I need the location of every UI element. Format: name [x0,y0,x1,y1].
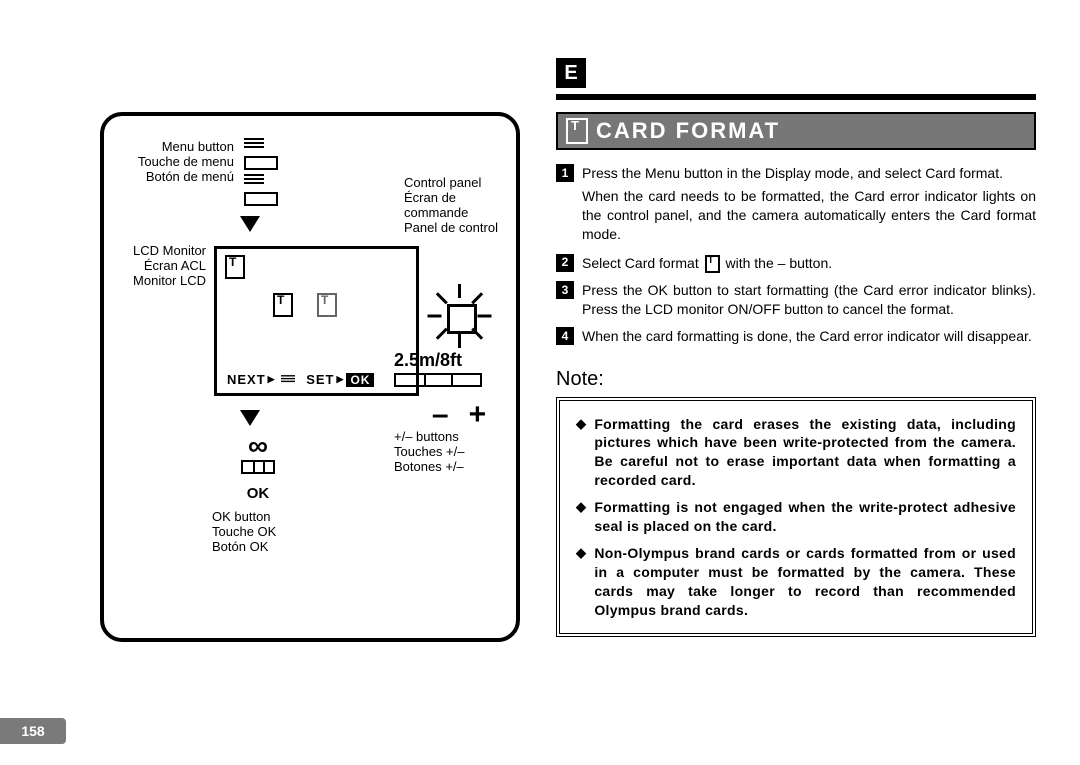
step-text: Select Card format with the – button. [582,254,832,273]
bullet-diamond-icon: ◆ [576,498,586,536]
card-icon [273,293,293,317]
step-text: Press the OK button to start formatting … [582,281,1036,319]
step-number: 1 [556,164,574,182]
distance-readout: 2.5m/8ft [394,350,524,371]
step-text: Press the Menu button in the Display mod… [582,164,1003,183]
right-column: E CARD FORMAT 1 Press the Menu button in … [556,58,1036,637]
ok-group: ∞ OK [228,432,288,502]
button-icon [244,156,278,170]
card-icon [705,255,720,273]
step: 1 Press the Menu button in the Display mo… [556,164,1036,183]
segment-icon [394,373,482,387]
bullet-diamond-icon: ◆ [576,544,586,620]
ok-big-label: OK [228,485,288,502]
step: 4 When the card formatting is done, the C… [556,327,1036,346]
section-title-bar: CARD FORMAT [556,112,1036,150]
button-icon [241,460,275,474]
card-icon [225,255,245,279]
arrow-down-icon [240,410,260,426]
rule [556,94,1036,100]
step-number: 2 [556,254,574,272]
step-number: 3 [556,281,574,299]
step-number: 4 [556,327,574,345]
control-panel-label: Control panel Écran de commande Panel de… [404,176,516,236]
note-item: ◆Formatting the card erases the existing… [576,415,1016,491]
menu-icon [244,138,264,152]
menu-icon-row [244,138,264,152]
note-box: ◆Formatting the card erases the existing… [556,397,1036,638]
steps-list: 1 Press the Menu button in the Display mo… [556,164,1036,346]
ok-chip: OK [346,373,374,387]
manual-page: 158 Menu button Touche de menu Botón de … [0,0,1080,765]
step-sub: When the card needs to be formatted, the… [582,187,1036,244]
menu-icon [281,375,295,385]
illustration-frame: Menu button Touche de menu Botón de menú… [100,112,520,642]
step-text: When the card formatting is done, the Ca… [582,327,1032,346]
menu-icon-row-2 [244,174,264,188]
bullet-diamond-icon: ◆ [576,415,586,491]
button-icon [244,192,278,206]
note-text: Formatting is not engaged when the write… [594,498,1016,536]
pm-buttons-label: +/– buttons Touches +/– Botones +/– [394,430,464,475]
plus-icon: + [469,398,487,432]
menu-icon [244,174,264,188]
section-title: CARD FORMAT [596,118,780,144]
arrow-down-icon [240,216,260,232]
minus-icon: – [432,398,449,432]
card-error-flash-icon [429,286,489,346]
ok-button-label: OK button Touche OK Botón OK [212,510,276,555]
card-icon [566,118,588,144]
lcd-monitor-label: LCD Monitor Écran ACL Monitor LCD [106,244,206,289]
note-item: ◆Formatting is not engaged when the writ… [576,498,1016,536]
card-cancel-icon [317,293,337,317]
menu-button-label: Menu button Touche de menu Botón de menú [106,140,234,185]
step: 3 Press the OK button to start formatting… [556,281,1036,319]
note-text: Non-Olympus brand cards or cards formatt… [594,544,1016,620]
plus-minus-buttons: – + [394,398,524,432]
lcd-screen: NEXT ▶ SET ▶ OK [214,246,419,396]
note-item: ◆Non-Olympus brand cards or cards format… [576,544,1016,620]
page-number-tab: 158 [0,718,66,744]
note-text: Formatting the card erases the existing … [594,415,1016,491]
infinity-icon: ∞ [228,432,288,460]
control-panel-group: 2.5m/8ft – + [394,276,524,432]
note-heading: Note: [556,368,1036,391]
language-badge: E [556,58,586,88]
step: 2 Select Card format with the – button. [556,254,1036,273]
lcd-footer: NEXT ▶ SET ▶ OK [227,372,374,387]
